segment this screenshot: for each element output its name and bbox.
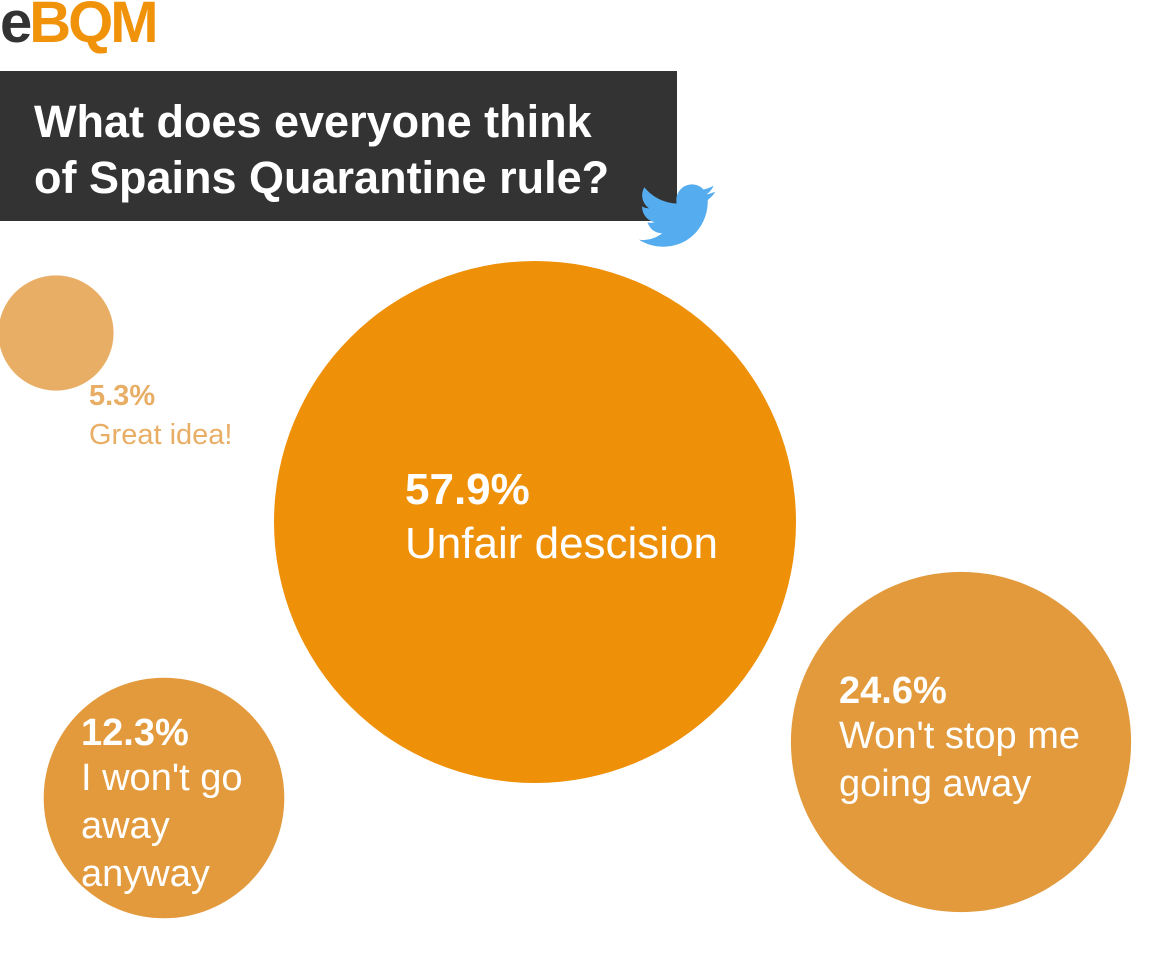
label-great-idea: 5.3% Great idea! <box>89 382 232 450</box>
bubble-wont-go <box>43 677 285 919</box>
category-label: I won't go away anyway <box>81 757 243 895</box>
bubble-unfair <box>274 261 796 783</box>
label-wont-stop: 24.6% Won't stop me going away <box>839 672 1124 808</box>
value-label: 5.3% <box>89 380 156 412</box>
logo: eBQM <box>0 0 159 55</box>
chart-title-line-2: of Spains Quarantine rule? <box>34 152 610 203</box>
label-wont-go: 12.3% I won't go away anyway <box>81 714 251 898</box>
bubble-wont-stop <box>790 571 1132 913</box>
value-label: 24.6% <box>839 670 947 712</box>
twitter-bird-icon <box>638 184 716 247</box>
bubble-great-idea <box>0 275 114 391</box>
chart-title-line-1: What does everyone think <box>34 96 592 147</box>
value-label: 12.3% <box>81 712 189 754</box>
value-label: 57.9% <box>405 465 530 514</box>
label-unfair: 57.9% Unfair descision <box>405 468 718 566</box>
title-banner: What does everyone think of Spains Quara… <box>0 71 677 221</box>
category-label: Won't stop me going away <box>839 715 1080 805</box>
category-label: Unfair descision <box>405 519 719 568</box>
category-label: Great idea! <box>89 419 233 451</box>
